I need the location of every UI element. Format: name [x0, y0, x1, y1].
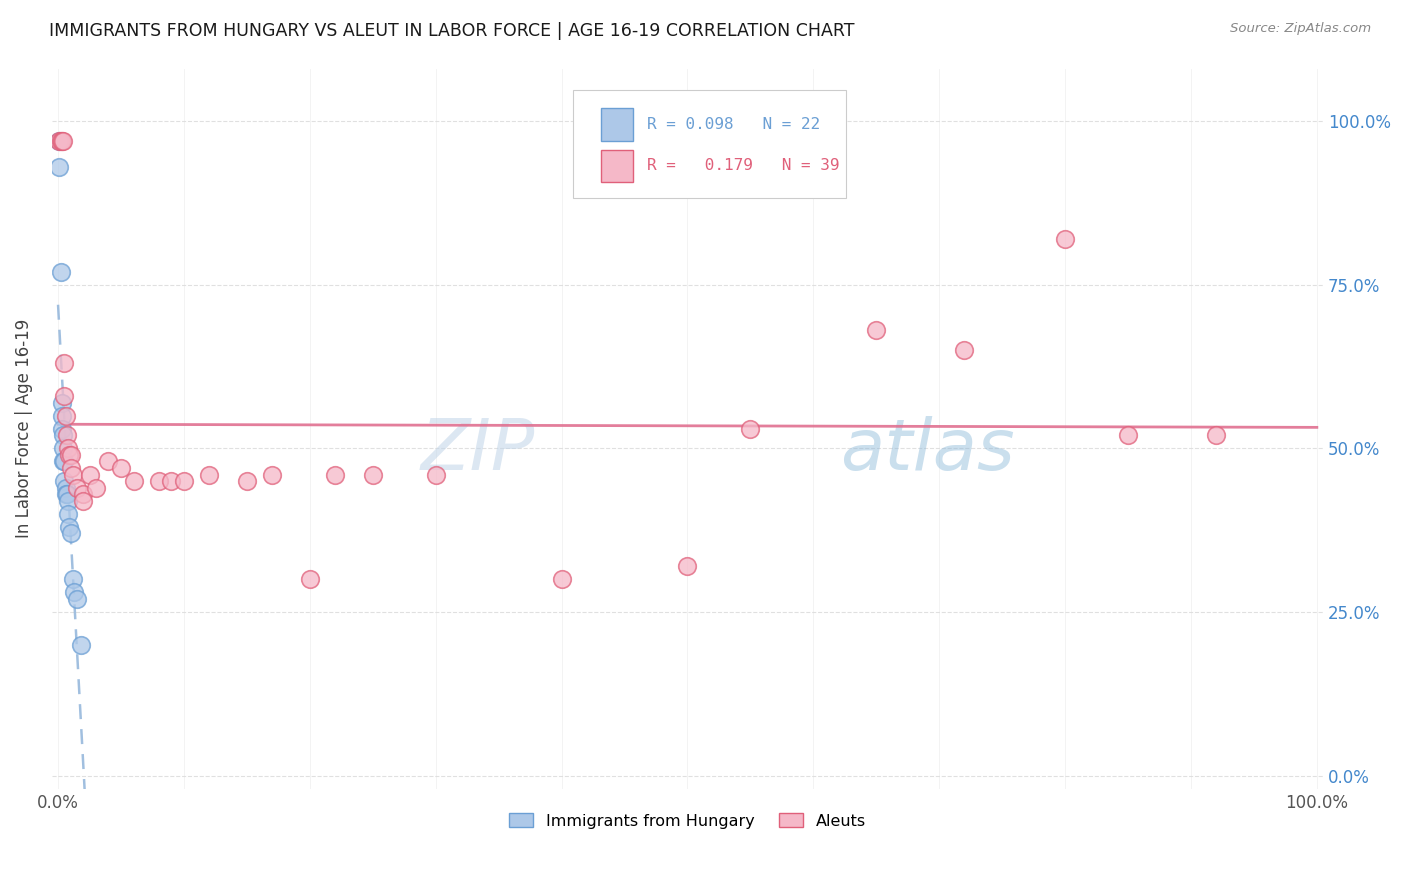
Point [66, 481, 89, 495]
Text: Source: ZipAtlas.com: Source: ZipAtlas.com [1230, 22, 1371, 36]
Point [63, 585, 86, 599]
Point [425, 467, 447, 482]
Point [865, 323, 887, 337]
Point [51, 409, 73, 423]
Point [62, 572, 84, 586]
Point [58, 520, 80, 534]
Bar [600, 150, 633, 182]
Point [53, 474, 76, 488]
Point [55, 487, 77, 501]
Point [53, 454, 76, 468]
Bar [600, 109, 633, 141]
Y-axis label: In Labor Force | Age 16-19: In Labor Force | Age 16-19 [15, 319, 32, 538]
Point [49, 264, 72, 278]
Point [49, 134, 72, 148]
Point [56, 487, 79, 501]
Point [953, 343, 976, 358]
Point [55, 409, 77, 423]
Legend: Immigrants from Hungary, Aleuts: Immigrants from Hungary, Aleuts [503, 806, 872, 835]
Point [1054, 232, 1077, 246]
Point [56, 507, 79, 521]
Point [550, 572, 572, 586]
Point [59, 526, 82, 541]
Text: atlas: atlas [839, 416, 1015, 485]
FancyBboxPatch shape [574, 90, 846, 198]
Point [72, 493, 94, 508]
Point [1205, 428, 1227, 442]
Point [676, 559, 699, 574]
Point [56, 493, 79, 508]
Point [53, 389, 76, 403]
Point [52, 428, 75, 442]
Point [110, 461, 132, 475]
Point [79, 467, 101, 482]
Point [97, 454, 120, 468]
Text: ZIP: ZIP [420, 416, 534, 485]
Text: IMMIGRANTS FROM HUNGARY VS ALEUT IN LABOR FORCE | AGE 16-19 CORRELATION CHART: IMMIGRANTS FROM HUNGARY VS ALEUT IN LABO… [49, 22, 855, 40]
Text: R = 0.098   N = 22: R = 0.098 N = 22 [647, 117, 820, 132]
Point [84, 481, 107, 495]
Point [72, 487, 94, 501]
Point [59, 448, 82, 462]
Point [148, 474, 170, 488]
Point [260, 467, 283, 482]
Point [48, 134, 70, 148]
Point [48, 160, 70, 174]
Point [48, 134, 70, 148]
Point [361, 467, 384, 482]
Point [66, 591, 89, 606]
Point [58, 448, 80, 462]
Point [323, 467, 346, 482]
Point [52, 454, 75, 468]
Point [198, 467, 221, 482]
Point [51, 395, 73, 409]
Point [55, 481, 77, 495]
Point [173, 474, 195, 488]
Text: R =   0.179   N = 39: R = 0.179 N = 39 [647, 158, 839, 173]
Point [122, 474, 145, 488]
Point [51, 422, 73, 436]
Point [52, 442, 75, 456]
Point [69, 638, 91, 652]
Point [56, 442, 79, 456]
Point [160, 474, 183, 488]
Point [740, 422, 762, 436]
Point [52, 134, 75, 148]
Point [236, 474, 259, 488]
Point [51, 134, 73, 148]
Point [56, 428, 79, 442]
Point [59, 461, 82, 475]
Point [1116, 428, 1139, 442]
Point [298, 572, 321, 586]
Point [53, 356, 76, 370]
Point [62, 467, 84, 482]
